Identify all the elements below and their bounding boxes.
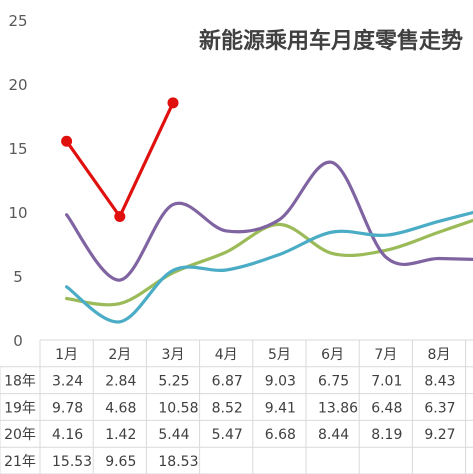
category-label: 2月 bbox=[108, 347, 131, 363]
data-label: 4.68 bbox=[105, 400, 136, 416]
data-label: 8.19 bbox=[371, 427, 402, 443]
data-label: 13.86 bbox=[318, 400, 358, 416]
data-label: 8.44 bbox=[318, 427, 349, 443]
category-label: 5月 bbox=[268, 347, 291, 363]
data-label: 9.78 bbox=[52, 400, 83, 416]
y-tick-label: 10 bbox=[8, 204, 27, 222]
category-label: 4月 bbox=[215, 347, 238, 363]
series-line-21年 bbox=[65, 102, 175, 219]
data-label: 8.52 bbox=[212, 400, 243, 416]
data-label: 3.24 bbox=[52, 374, 83, 390]
data-label: 5.44 bbox=[158, 427, 189, 443]
data-label: 9.41 bbox=[265, 400, 296, 416]
data-label: 1.42 bbox=[105, 427, 136, 443]
data-label: 6.87 bbox=[212, 374, 243, 390]
y-tick-label: 25 bbox=[8, 12, 27, 30]
data-label: 9.65 bbox=[105, 454, 136, 470]
category-label: 6月 bbox=[321, 347, 344, 363]
series-label: 20年 bbox=[4, 427, 36, 443]
data-label: 5.47 bbox=[212, 427, 243, 443]
y-tick-label: 5 bbox=[13, 268, 23, 286]
data-label: 10.58 bbox=[158, 400, 198, 416]
category-label: 7月 bbox=[374, 347, 397, 363]
y-tick-label: 20 bbox=[8, 76, 27, 94]
data-label: 9.27 bbox=[424, 427, 455, 443]
series-label: 21年 bbox=[4, 454, 36, 470]
y-tick-label: 0 bbox=[13, 332, 23, 350]
data-point-21年-2月 bbox=[114, 210, 126, 222]
category-label: 8月 bbox=[428, 347, 451, 363]
data-label: 15.53 bbox=[52, 454, 92, 470]
data-label: 8.43 bbox=[424, 374, 455, 390]
data-label: 18.53 bbox=[158, 454, 198, 470]
series-label: 19年 bbox=[4, 400, 36, 416]
series-label: 18年 bbox=[4, 374, 36, 390]
data-label: 2.84 bbox=[105, 374, 136, 390]
data-point-21年-3月 bbox=[167, 97, 179, 109]
data-label: 5.25 bbox=[158, 374, 189, 390]
data-label: 6.75 bbox=[318, 374, 349, 390]
data-label: 9.03 bbox=[265, 374, 296, 390]
category-label: 1月 bbox=[55, 347, 78, 363]
data-label: 6.68 bbox=[265, 427, 296, 443]
chart-title: 新能源乘用车月度零售走势 bbox=[199, 28, 463, 54]
data-label: 7.01 bbox=[371, 374, 402, 390]
data-label: 6.37 bbox=[424, 400, 455, 416]
y-tick-label: 15 bbox=[8, 140, 27, 158]
series-line-19年 bbox=[65, 160, 473, 282]
series-line-20年 bbox=[65, 210, 473, 324]
data-label: 4.16 bbox=[52, 427, 83, 443]
data-point-21年-1月 bbox=[61, 135, 73, 147]
data-label: 6.48 bbox=[371, 400, 402, 416]
category-label: 3月 bbox=[162, 347, 185, 363]
series-line-18年 bbox=[65, 218, 473, 307]
